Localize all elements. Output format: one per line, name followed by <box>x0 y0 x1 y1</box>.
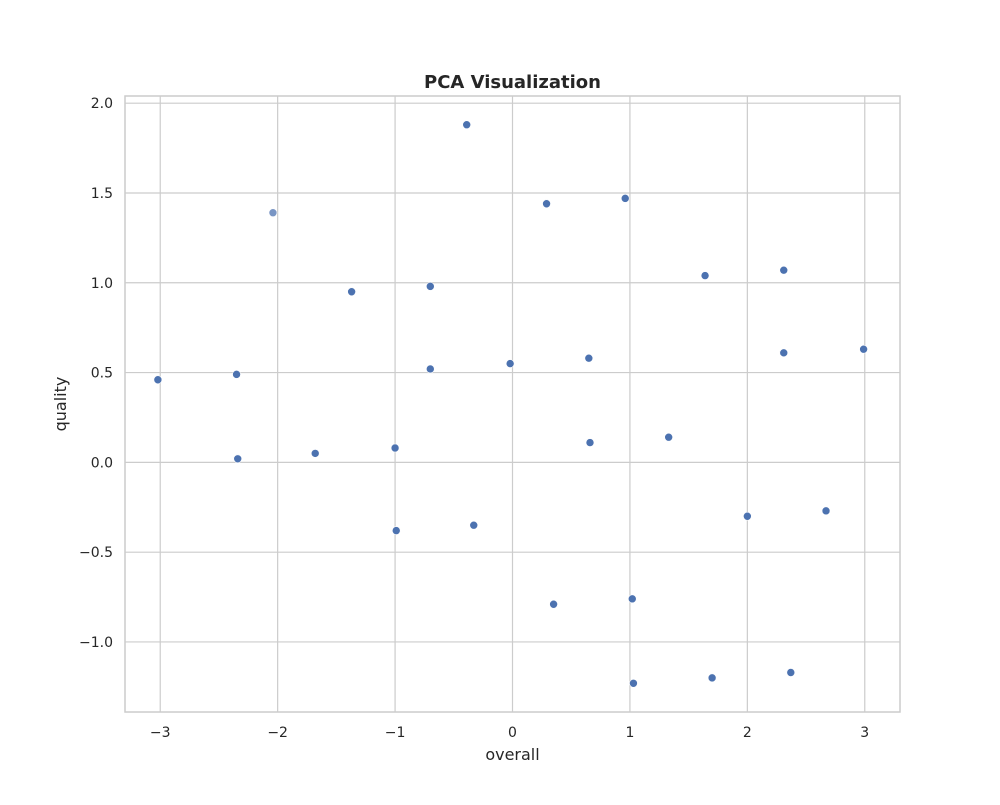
scatter-point <box>232 370 241 379</box>
y-tick-label: 2.0 <box>91 96 113 112</box>
scatter-point <box>664 432 673 442</box>
scatter-point <box>743 511 752 521</box>
scatter-point <box>426 282 435 291</box>
scatter-point <box>390 443 400 453</box>
scatter-point <box>584 353 594 363</box>
scatter-point <box>233 454 243 464</box>
scatter-point <box>700 271 710 280</box>
scatter-point <box>153 375 163 385</box>
scatter-point <box>505 359 515 368</box>
scatter-point <box>779 348 789 358</box>
chart-title: PCA Visualization <box>424 72 601 93</box>
y-tick-label: 1.5 <box>91 186 113 202</box>
scatter-point <box>347 287 356 297</box>
y-tick-label: 1.0 <box>91 276 113 292</box>
scatter-point <box>627 594 637 604</box>
data-points <box>153 120 868 688</box>
scatter-point <box>391 526 401 535</box>
y-axis-label: quality <box>51 377 70 432</box>
scatter-point <box>786 668 796 677</box>
scatter-point <box>549 599 558 609</box>
scatter-point <box>620 194 630 203</box>
x-tick-label: −3 <box>150 725 171 741</box>
x-tick-label: −1 <box>385 725 406 741</box>
x-tick-label: −2 <box>267 725 288 741</box>
scatter-point <box>629 678 638 688</box>
y-tick-label: 0.5 <box>91 366 113 382</box>
tick-labels: −3 −2 −1 0 1 2 3 −1.0 −0.5 0.0 0.5 1.0 1.5 2.0 <box>79 96 869 741</box>
grid <box>125 96 900 712</box>
scatter-point <box>859 344 868 354</box>
x-tick-label: 3 <box>860 725 869 741</box>
scatter-point <box>585 438 595 447</box>
scatter-point <box>469 520 479 530</box>
scatter-point <box>779 265 789 275</box>
scatter-point <box>462 120 472 130</box>
x-tick-label: 2 <box>743 725 752 741</box>
scatter-point <box>426 364 435 374</box>
y-tick-label: −1.0 <box>79 635 113 651</box>
plot-frame <box>124 95 901 713</box>
x-tick-label: 0 <box>508 725 517 741</box>
y-tick-label: 0.0 <box>91 455 113 471</box>
y-tick-label: −0.5 <box>79 545 113 561</box>
scatter-point <box>707 673 717 683</box>
x-tick-label: 1 <box>625 725 634 741</box>
scatter-point <box>821 506 831 516</box>
x-axis-label: overall <box>485 745 539 764</box>
scatter-point <box>310 449 320 458</box>
scatter-point <box>268 208 278 218</box>
scatter-point <box>542 199 551 209</box>
